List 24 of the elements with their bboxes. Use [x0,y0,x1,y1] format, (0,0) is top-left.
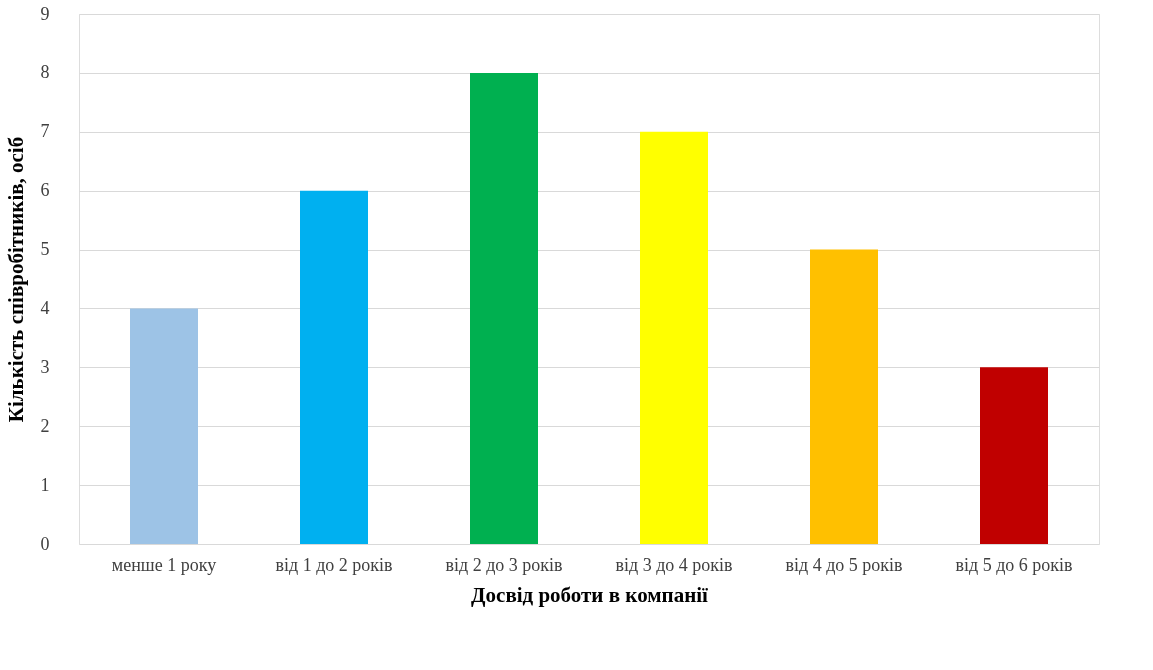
x-axis-title: Досвід роботи в компанії [471,582,709,607]
y-tick-label: 8 [40,62,50,83]
bar [640,131,708,544]
x-tick-label: від 1 до 2 років [275,554,393,575]
y-tick-label: 6 [40,180,50,201]
x-tick-label: менше 1 року [111,554,217,575]
y-tick-label: 2 [40,415,50,436]
x-tick-label: від 4 до 5 років [785,554,903,575]
bar [810,249,878,544]
y-tick-label: 7 [40,121,50,142]
x-tick-label: від 2 до 3 років [445,554,563,575]
bar [470,72,538,544]
y-tick-label: 1 [40,474,50,495]
x-tick-label: від 3 до 4 років [615,554,733,575]
y-tick-label: 0 [40,533,50,554]
bar [980,367,1048,544]
y-tick-label: 4 [40,297,50,318]
x-tick-label: від 5 до 6 років [955,554,1073,575]
y-axis-title: Кількість співробітників, осіб [3,136,28,423]
bar [300,190,368,544]
bar [130,308,198,544]
y-tick-label: 9 [40,3,50,24]
y-tick-label: 3 [40,356,50,377]
y-tick-label: 5 [40,239,50,260]
